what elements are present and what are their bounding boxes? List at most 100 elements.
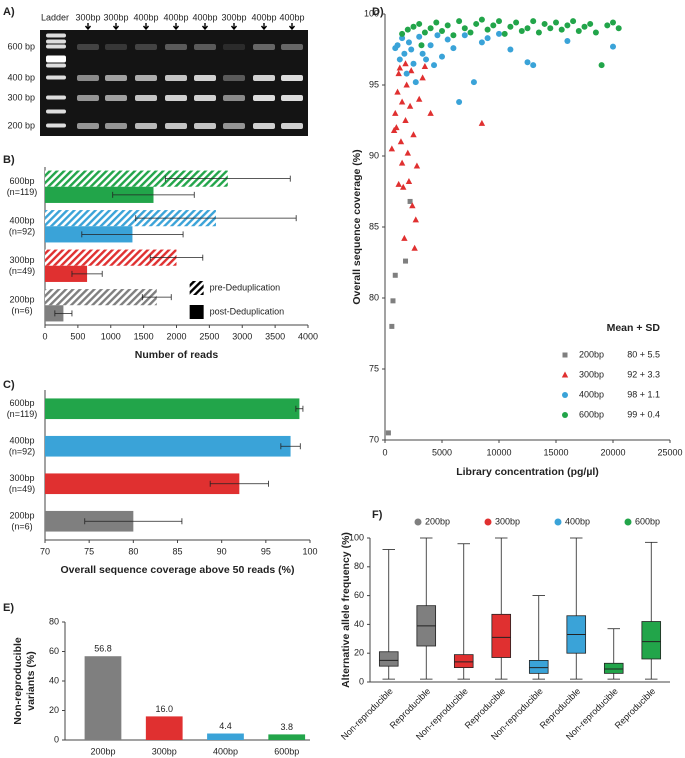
sample-band	[135, 75, 157, 81]
x-tick-label: 0	[42, 331, 47, 341]
point	[406, 102, 414, 109]
y-tick-label: 40	[49, 675, 59, 685]
panel-label: B)	[3, 154, 15, 166]
point	[598, 62, 605, 69]
point	[473, 20, 480, 27]
legend-label: 400bp	[565, 516, 590, 526]
point	[496, 30, 502, 37]
legend-marker	[414, 518, 422, 526]
x-tick-label: 1500	[134, 331, 154, 341]
lane-arrow	[84, 23, 92, 31]
point	[575, 28, 582, 35]
point	[587, 20, 594, 27]
point	[439, 53, 445, 60]
category-label: 200bp	[9, 511, 34, 521]
sample-band	[105, 123, 127, 129]
point	[610, 43, 616, 50]
point	[405, 178, 413, 185]
point	[394, 42, 401, 49]
point	[427, 42, 434, 49]
y-tick-label: 80	[354, 561, 364, 571]
sample-band	[253, 75, 275, 81]
category-label: 400bp	[9, 436, 34, 446]
sample-band	[77, 44, 99, 50]
point	[410, 131, 417, 138]
point	[501, 30, 508, 37]
sample-band	[194, 75, 216, 81]
point	[433, 19, 440, 26]
value-label: 56.8	[94, 644, 112, 654]
point	[444, 36, 451, 43]
bar	[45, 186, 154, 203]
point	[400, 183, 407, 190]
point	[402, 117, 409, 123]
point	[408, 46, 415, 53]
point	[553, 19, 559, 26]
value-label: 4.4	[219, 721, 232, 731]
category-label: (n=49)	[9, 266, 35, 276]
size-label: 400 bp	[7, 72, 35, 82]
legend-marker	[562, 352, 568, 358]
x-tick-label: 200bp	[90, 746, 115, 756]
lane-arrow	[201, 23, 209, 31]
x-tick-label: 2000	[166, 331, 186, 341]
point	[518, 28, 525, 35]
lane-label: Ladder	[41, 12, 69, 22]
ladder-band	[46, 109, 66, 114]
bar	[45, 435, 291, 457]
y-tick-label: 40	[354, 619, 364, 629]
sample-band	[77, 75, 99, 81]
ladder-band	[46, 95, 66, 100]
point	[401, 234, 408, 241]
sample-band	[135, 95, 157, 101]
point	[478, 16, 485, 23]
x-tick-label: 10000	[486, 447, 511, 457]
category-label: (n=119)	[7, 187, 38, 197]
lane-arrow	[172, 23, 180, 31]
legend-marker	[624, 518, 632, 526]
point	[530, 18, 537, 25]
legend-label: 200bp	[425, 516, 450, 526]
point	[395, 70, 402, 77]
point	[604, 22, 611, 29]
x-tick-label: 4000	[298, 331, 318, 341]
bar	[45, 249, 177, 266]
x-tick-label: 3000	[232, 331, 252, 341]
x-tick-label: 3500	[265, 331, 285, 341]
point	[385, 430, 391, 436]
point	[439, 28, 445, 35]
category-label: (n=92)	[9, 447, 35, 457]
point	[392, 272, 398, 278]
x-tick-label: 20000	[600, 447, 625, 457]
x-tick-label: 1000	[101, 331, 121, 341]
sample-band	[223, 123, 245, 129]
point	[610, 19, 616, 26]
point	[524, 59, 531, 66]
legend-marker	[484, 518, 492, 526]
category-label: 300bp	[9, 255, 34, 265]
point	[581, 23, 588, 30]
legend-swatch	[189, 281, 204, 295]
point	[392, 109, 399, 116]
point	[410, 23, 417, 30]
x-axis-title: Overall sequence coverage above 50 reads…	[60, 564, 294, 576]
lane-arrow	[288, 23, 296, 31]
x-tick-label: Non-reproducible	[339, 686, 395, 742]
point	[393, 124, 400, 131]
bar	[45, 305, 64, 322]
y-tick-label: 0	[359, 676, 364, 686]
point	[541, 20, 548, 27]
point	[401, 50, 408, 57]
point	[467, 29, 474, 36]
x-axis-title: Number of reads	[135, 349, 219, 361]
lane-label: 400bp	[279, 12, 304, 22]
point	[403, 258, 409, 264]
point	[410, 60, 417, 67]
sample-band	[281, 44, 303, 50]
point	[478, 39, 485, 46]
ladder-band	[46, 44, 66, 49]
y-tick-label: 60	[49, 646, 59, 656]
point	[396, 64, 404, 71]
x-tick-label: 2500	[199, 331, 219, 341]
y-axis-title: Overall sequence coverage (%)	[351, 149, 363, 304]
